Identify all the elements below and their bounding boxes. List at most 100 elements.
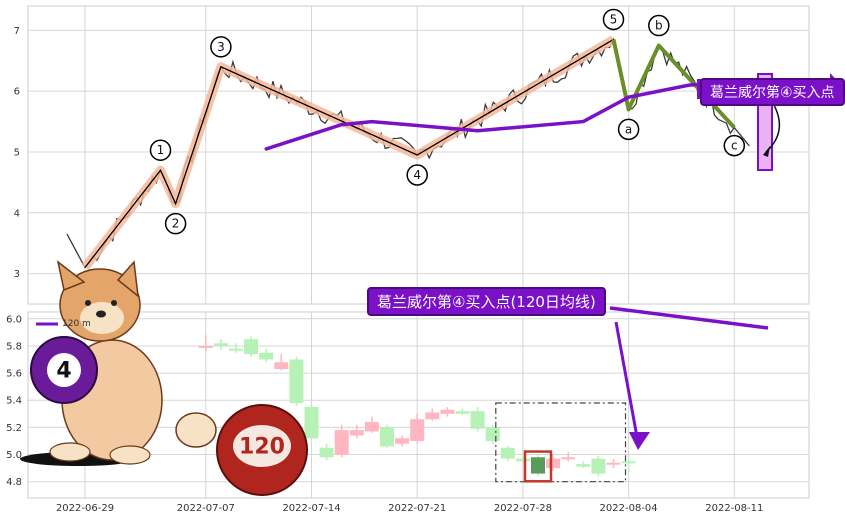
candle-body [470, 411, 485, 429]
wave-label-circle [723, 134, 746, 157]
lower-y-tick-label: 5.4 [6, 396, 22, 407]
ball-4-spot [47, 353, 81, 387]
ball-120-label: 120 [239, 435, 285, 460]
callout-pointer-head [629, 432, 650, 450]
candle-body [259, 352, 274, 360]
candle-body [515, 458, 530, 462]
ball-120-illustration: 120 [216, 404, 308, 496]
wave-label-text: a [625, 122, 632, 136]
x-tick-label: 2022-07-28 [494, 503, 552, 514]
ball-120-spot [233, 425, 291, 467]
ma-120-line [264, 80, 737, 151]
dog-eye-right [111, 300, 117, 306]
lower-y-tick-label: 4.8 [6, 477, 22, 488]
candle-body [319, 447, 334, 458]
candle-body [349, 430, 364, 436]
candle-body [500, 447, 515, 459]
candle-body [364, 421, 379, 432]
wave-label-circle [602, 8, 625, 31]
wave-label-circle [210, 36, 232, 58]
candle-body [606, 462, 621, 465]
highlight-candle-box [523, 450, 553, 483]
x-tick-label: 2022-07-07 [177, 503, 235, 514]
dog-eye-left [85, 300, 91, 306]
wave-label-text: c [731, 139, 738, 153]
dog-nose [96, 310, 106, 318]
upper-y-tick-label: 5 [14, 147, 20, 158]
candle-body [198, 345, 213, 348]
dog-tail [175, 412, 217, 448]
dog-ear-left [56, 260, 86, 292]
wave-label-circle [164, 212, 187, 235]
buy-point-arrowhead [763, 146, 770, 157]
candle-body [304, 407, 319, 439]
candle-body [576, 464, 591, 467]
ball-4-label: 4 [56, 359, 71, 384]
candle-body [425, 412, 440, 420]
wave-label-circle [406, 164, 428, 186]
candle-body [440, 409, 455, 414]
candle-body [213, 343, 228, 346]
callout-granville-mid: 葛兰威尔第④买入点(120日均线) [367, 287, 606, 316]
x-tick-label: 2022-08-04 [600, 503, 658, 514]
wave-label-text: 3 [217, 40, 225, 54]
wave-label-circle [149, 139, 172, 161]
callout-granville-top: 葛兰威尔第④买入点 [700, 78, 845, 106]
candle-body [621, 461, 636, 464]
candle-body [531, 457, 545, 474]
candle-body [395, 438, 410, 444]
lower-y-tick-label: 5.8 [6, 341, 22, 352]
dog-ear-right [116, 260, 139, 298]
x-tick-label: 2022-06-29 [56, 503, 114, 514]
x-tick-label: 2022-07-21 [388, 503, 446, 514]
lower-y-axis: 4.8 5.0 5.2 5.4 5.6 5.8 6.0 [6, 314, 22, 488]
wave-label-circle [648, 14, 670, 37]
wave-label-text: 4 [413, 168, 421, 182]
upper-grid [28, 6, 809, 304]
ma-extension-line [609, 306, 769, 330]
candle-body [561, 457, 576, 460]
x-tick-label: 2022-07-14 [282, 503, 340, 514]
upper-y-tick-label: 4 [14, 208, 20, 219]
candle-body [591, 458, 606, 474]
wave-label-text: 1 [157, 143, 165, 157]
upper-y-tick-label: 6 [14, 87, 20, 98]
x-axis-dates: 2022-06-29 2022-07-07 2022-07-14 2022-07-21… [56, 503, 763, 514]
legend-label: 120 m [62, 319, 91, 329]
candle-body [229, 348, 243, 351]
lower-y-tick-label: 6.0 [6, 314, 22, 325]
dog-muzzle [80, 302, 124, 334]
candle-body [334, 430, 349, 455]
upper-y-tick-label: 3 [14, 269, 20, 280]
wave-label-text: 2 [172, 217, 180, 231]
candle-body [380, 427, 394, 447]
candle-body [410, 419, 425, 441]
dog-paw-left [49, 442, 91, 462]
candle-body [244, 339, 259, 355]
candle-body [274, 362, 289, 370]
candle-body [546, 458, 561, 469]
elliott-wave-layer [81, 35, 736, 271]
lower-y-tick-label: 5.6 [6, 369, 22, 380]
candlesticks [198, 335, 636, 477]
shiba-dog-illustration [20, 260, 217, 466]
callout-pointer [614, 321, 639, 438]
wave-abc-line [611, 38, 736, 129]
candle-body [455, 411, 470, 414]
ball-4-illustration: 4 [30, 336, 98, 404]
wave-label-text: b [655, 19, 663, 33]
highlight-zone-box [495, 402, 627, 483]
wave-label-text: 5 [610, 12, 618, 26]
wave-impulse-line [84, 38, 614, 268]
upper-y-tick-label: 7 [14, 26, 20, 37]
wave-label-circle [617, 118, 640, 141]
upper-y-axis: 3 4 5 6 7 [14, 26, 20, 280]
lower-y-tick-label: 5.2 [6, 423, 22, 434]
dog-paw-right [109, 445, 151, 465]
x-tick-label: 2022-08-11 [705, 503, 763, 514]
candle-body [289, 359, 304, 403]
lower-y-tick-label: 5.0 [6, 450, 22, 461]
candle-body [485, 427, 500, 441]
